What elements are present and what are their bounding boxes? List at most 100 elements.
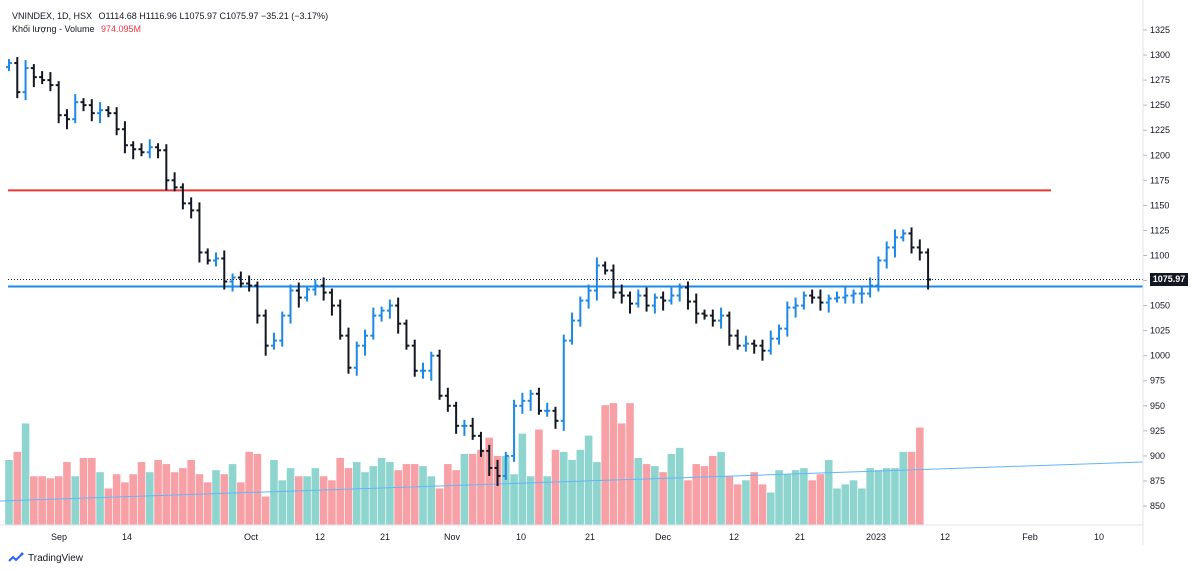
ohlc-bar	[569, 312, 576, 345]
ohlc-bar	[403, 319, 410, 350]
volume-bar	[270, 460, 278, 525]
price-tick-label: 1000	[1150, 351, 1170, 361]
volume-bar	[419, 466, 427, 525]
ohlc-bar	[560, 334, 567, 431]
ohlc-bar	[502, 451, 509, 480]
ohlc-bar	[660, 291, 667, 311]
volume-bar	[758, 484, 767, 525]
ohlc-bar	[618, 284, 625, 304]
ohlc-bar	[643, 287, 650, 312]
volume-bar	[849, 480, 858, 525]
price-tick-label: 1175	[1150, 175, 1169, 185]
ohlc-bar	[585, 284, 592, 309]
time-axis[interactable]: Sep 14 Oct 12 21 Nov 10 21 Dec 12 21 2023 12 Feb 10	[51, 532, 1104, 542]
ohlc-bar	[891, 229, 898, 258]
volume-label: Khối lượng - Volume	[12, 24, 95, 34]
price-tick-label: 900	[1150, 451, 1165, 461]
ohlc-bar	[312, 279, 319, 296]
ohlc-bar	[751, 339, 758, 354]
volume-bar	[179, 468, 187, 525]
volume-bar	[617, 423, 626, 525]
ohlc-bar	[461, 419, 468, 436]
volume-bar	[526, 476, 535, 525]
volume-bar	[866, 468, 874, 525]
price-tick-label: 975	[1150, 376, 1165, 386]
volume-bar	[253, 453, 262, 525]
volume-bar	[187, 460, 195, 525]
volume-bar	[295, 476, 303, 525]
ohlc-bar	[552, 406, 559, 429]
ohlc-bar	[602, 261, 609, 275]
volume-bar	[444, 464, 452, 525]
volume-bar	[79, 457, 88, 525]
volume-bar	[88, 457, 96, 525]
volume-bar	[576, 449, 585, 525]
ohlc-bar	[519, 392, 526, 414]
ohlc-bar	[883, 241, 890, 269]
volume-bar	[858, 488, 866, 525]
ohlc-bar	[213, 252, 219, 267]
price-tick-label: 1250	[1150, 100, 1170, 110]
ohlc-bar	[693, 293, 700, 324]
ohlc-bar	[867, 277, 874, 298]
volume-bar	[237, 482, 245, 525]
volume-bar	[733, 484, 742, 525]
volume-bar	[63, 462, 71, 525]
volume-bar	[816, 474, 825, 525]
ohlc-bar	[593, 257, 600, 301]
ohlc-bar	[635, 289, 642, 308]
ohlc-bar	[105, 106, 112, 118]
time-tick-label: 12	[315, 532, 325, 542]
ohlc-bar	[55, 81, 62, 124]
price-tick-label: 1200	[1150, 150, 1170, 160]
volume-bar	[551, 449, 560, 525]
ohlc-bar	[436, 349, 443, 400]
volume-bar	[410, 464, 419, 525]
ohlc-bar	[535, 387, 542, 415]
ohlc-bar	[428, 351, 435, 381]
volume-bar	[112, 474, 121, 525]
time-tick-label: 21	[380, 532, 390, 542]
ohlc-bar	[130, 141, 137, 160]
ohlc-bar	[544, 402, 551, 417]
price-tick-label: 1050	[1150, 301, 1170, 311]
volume-bar	[21, 423, 30, 525]
time-tick-label: 14	[122, 532, 132, 542]
ohlc-bar	[328, 288, 335, 316]
ohlc-bar	[270, 332, 277, 350]
chart-legend: VNINDEX, 1D, HSX O1114.68 H1116.96 L1075…	[12, 10, 328, 36]
time-tick-label: 21	[795, 532, 805, 542]
ohlc-bar	[304, 285, 311, 302]
volume-bar	[725, 476, 734, 525]
ohlc-bar	[734, 329, 741, 350]
horizontal-levels[interactable]	[8, 189, 1143, 288]
ohlc-bar	[610, 264, 617, 299]
volume-bar	[71, 476, 80, 525]
volume-bar	[477, 449, 485, 525]
volume-bar	[303, 476, 311, 525]
time-tick-label: 10	[516, 532, 526, 542]
tradingview-brand[interactable]: TradingView	[8, 552, 83, 564]
ohlc-bar	[800, 291, 807, 310]
volume-bar	[228, 464, 237, 525]
volume-bar	[278, 480, 287, 525]
price-bars	[6, 57, 932, 486]
time-tick-label: 12	[729, 532, 739, 542]
ohlc-bar	[875, 256, 882, 292]
ohlc-bar	[908, 227, 915, 254]
ohlc-bar	[196, 202, 203, 263]
ohlc-bar	[668, 287, 675, 305]
price-axis[interactable]: 8508759009259509751000102510501075110011…	[1143, 25, 1170, 511]
ohlc-bar	[188, 197, 195, 219]
volume-bar	[907, 451, 916, 525]
price-tick-label: 925	[1150, 426, 1165, 436]
price-tick-label: 1125	[1150, 225, 1169, 235]
ohlc-bar	[47, 72, 54, 92]
ohlc-bar	[858, 287, 865, 304]
ohlc-bar	[320, 277, 327, 301]
volume-bar	[667, 453, 676, 525]
volume-bar	[916, 427, 924, 525]
ohlc-bar	[97, 102, 104, 124]
volume-bar	[874, 470, 883, 525]
